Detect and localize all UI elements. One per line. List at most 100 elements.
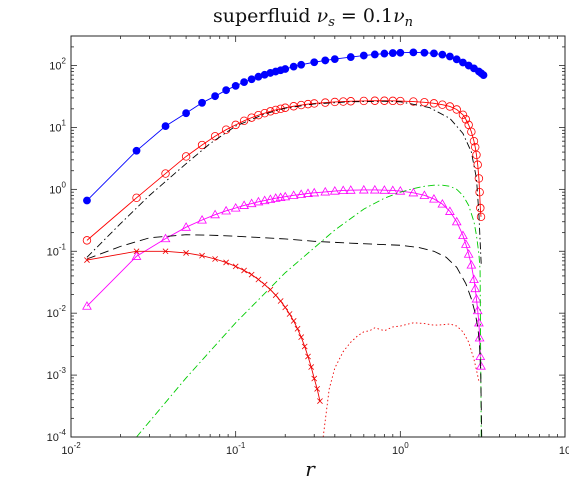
data-point-red-open-circles: [161, 169, 170, 178]
data-point-red-crosses: [267, 286, 274, 293]
data-point-magenta-open-triangles: [463, 249, 474, 258]
series-line-green-dash-dot: [136, 184, 482, 437]
data-point-magenta-open-triangles: [408, 187, 419, 197]
data-point-magenta-open-triangles: [160, 233, 171, 243]
data-point-red-open-circles: [310, 99, 319, 108]
data-point-blue-filled-circles: [240, 78, 248, 87]
data-point-red-open-circles: [467, 127, 476, 137]
data-point-magenta-open-triangles: [82, 301, 92, 310]
data-point-magenta-open-triangles: [379, 185, 390, 194]
data-point-blue-filled-circles: [420, 48, 429, 57]
series-blue-filled-circles: [83, 48, 488, 205]
data-point-red-open-circles: [420, 98, 429, 107]
data-point-red-crosses: [277, 298, 284, 304]
x-axis-label: r: [305, 457, 316, 481]
series-line-black-dashed: [86, 234, 483, 437]
data-point-magenta-open-triangles: [329, 186, 340, 195]
data-point-red-crosses: [311, 375, 318, 382]
data-point-red-crosses: [290, 318, 297, 324]
data-point-magenta-open-triangles: [131, 251, 142, 260]
data-point-blue-filled-circles: [452, 55, 461, 64]
data-point-red-crosses: [294, 325, 301, 332]
data-point-magenta-open-triangles: [210, 209, 220, 219]
data-point-magenta-open-triangles: [476, 361, 486, 370]
series-line-red-crosses: [86, 250, 321, 402]
data-point-red-open-circles: [330, 97, 340, 107]
data-point-blue-filled-circles: [198, 98, 206, 107]
data-point-magenta-open-triangles: [197, 214, 207, 224]
data-point-red-open-circles: [469, 136, 479, 146]
data-point-blue-filled-circles: [370, 50, 379, 59]
data-point-magenta-open-triangles: [466, 259, 477, 269]
y-tick-label: 102: [49, 57, 66, 73]
data-point-magenta-open-triangles: [253, 196, 264, 206]
data-point-magenta-open-triangles: [246, 198, 257, 208]
data-point-blue-filled-circles: [388, 49, 397, 57]
data-point-red-crosses: [199, 252, 205, 259]
data-point-magenta-open-triangles: [469, 274, 479, 284]
data-point-red-open-circles: [231, 120, 240, 130]
data-point-magenta-open-triangles: [460, 239, 471, 248]
data-point-blue-filled-circles: [310, 58, 319, 67]
data-point-magenta-open-triangles: [338, 185, 349, 195]
data-point-red-crosses: [282, 304, 289, 311]
data-point-red-crosses: [84, 257, 90, 263]
data-point-magenta-open-triangles: [230, 202, 241, 212]
data-point-red-crosses: [314, 385, 321, 392]
data-point-magenta-open-triangles: [419, 190, 430, 199]
data-point-red-crosses: [162, 248, 169, 255]
data-point-red-crosses: [133, 248, 140, 255]
data-point-red-open-circles: [82, 236, 92, 245]
data-point-red-open-circles: [359, 96, 369, 106]
y-tick-label: 101: [49, 118, 66, 134]
data-point-red-open-circles: [380, 96, 389, 105]
data-point-red-open-circles: [475, 187, 484, 197]
data-point-red-crosses: [223, 259, 229, 266]
data-point-red-open-circles: [473, 160, 482, 169]
tick-layer: 10-2 10-1 100 10 10-4 10-3 10-2 10-1 100 101 102: [47, 35, 569, 457]
plot-frame: [70, 35, 566, 438]
data-point-blue-filled-circles: [222, 86, 231, 95]
data-point-red-crosses: [286, 311, 293, 317]
data-point-magenta-open-triangles: [470, 283, 481, 293]
data-point-red-open-circles: [445, 102, 455, 111]
data-point-red-crosses: [305, 353, 311, 360]
y-tick-label: 10-4: [47, 428, 67, 444]
data-point-magenta-open-triangles: [345, 185, 356, 194]
data-point-magenta-open-triangles: [309, 187, 320, 197]
data-point-magenta-open-triangles: [239, 200, 249, 209]
data-point-magenta-open-triangles: [437, 198, 448, 208]
data-point-magenta-open-triangles: [458, 230, 468, 240]
data-point-red-crosses: [248, 271, 255, 278]
series-magenta-open-triangles: [82, 184, 486, 370]
data-point-magenta-open-triangles: [429, 193, 439, 203]
data-point-magenta-open-triangles: [181, 222, 191, 231]
data-point-red-crosses: [241, 267, 247, 274]
data-point-magenta-open-triangles: [451, 216, 462, 226]
data-point-red-open-circles: [476, 212, 486, 222]
data-point-blue-filled-circles: [430, 49, 438, 58]
data-point-red-crosses: [255, 276, 262, 283]
data-point-red-crosses: [308, 364, 315, 370]
data-point-blue-filled-circles: [132, 146, 141, 155]
series-layer: [82, 48, 488, 437]
data-point-blue-filled-circles: [380, 49, 389, 58]
data-point-red-open-circles: [472, 150, 481, 160]
y-tick-label: 100: [49, 180, 66, 196]
data-point-magenta-open-triangles: [471, 293, 482, 303]
data-point-magenta-open-triangles: [221, 205, 232, 215]
series-line-black-dash-dot: [86, 100, 482, 266]
data-point-red-open-circles: [429, 99, 439, 108]
data-point-magenta-open-triangles: [320, 186, 331, 196]
data-point-magenta-open-triangles: [296, 189, 307, 198]
data-point-red-open-circles: [271, 105, 280, 115]
data-point-red-open-circles: [266, 107, 275, 116]
data-point-blue-filled-circles: [231, 81, 240, 90]
data-point-magenta-open-triangles: [303, 188, 313, 197]
data-point-blue-filled-circles: [161, 122, 170, 131]
data-point-blue-filled-circles: [438, 50, 447, 59]
data-point-red-open-circles: [254, 110, 263, 120]
data-point-red-open-circles: [474, 174, 484, 183]
data-point-magenta-open-triangles: [358, 184, 369, 194]
